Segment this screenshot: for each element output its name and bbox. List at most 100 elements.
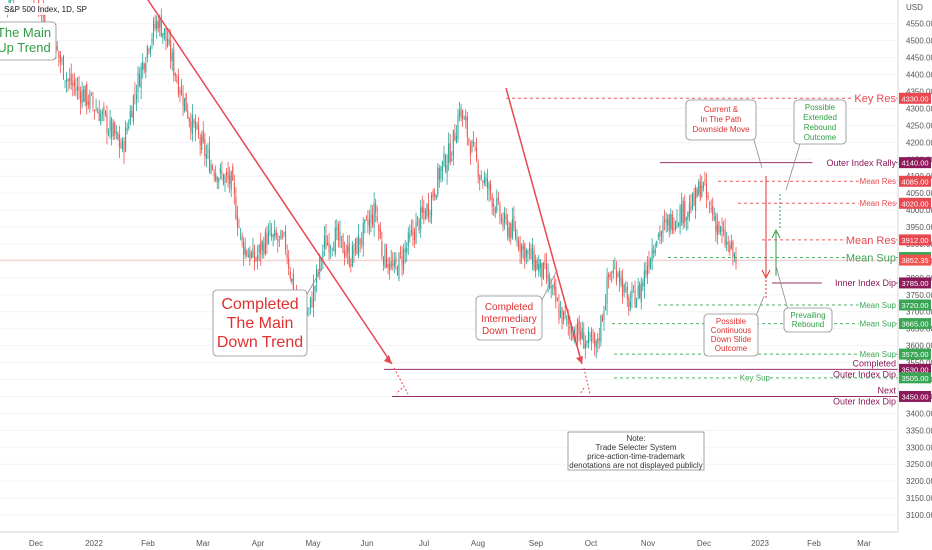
level-label: Mean Res: [860, 199, 896, 208]
candle: [437, 167, 439, 195]
candle: [267, 231, 270, 244]
candle: [128, 126, 130, 128]
candle: [375, 202, 377, 213]
candle: [587, 331, 589, 344]
level-label: Outer Index Rally: [826, 158, 896, 168]
candle: [457, 114, 459, 140]
candle: [167, 38, 169, 47]
candle: [471, 140, 473, 153]
price-tag-label: 3852.35: [901, 256, 928, 265]
candle: [417, 216, 419, 219]
candle: [547, 274, 549, 282]
price-tag: [899, 175, 931, 187]
candle: [241, 234, 243, 240]
candle: [530, 248, 532, 260]
candle: [545, 264, 548, 278]
price-tag: [899, 390, 931, 402]
candle: [494, 207, 496, 214]
candle: [572, 333, 574, 340]
candle: [240, 229, 242, 231]
candle: [532, 247, 534, 265]
candle: [162, 32, 164, 39]
annotation-prevailing-rebound[interactable]: Prevailing Rebound: [775, 265, 833, 333]
price-tag: [899, 234, 931, 246]
level-label: Mean Sup: [860, 319, 897, 328]
candle: [628, 297, 630, 311]
price-tag-label: 4085.00: [901, 177, 928, 186]
price-tag-label: 3720.00: [901, 301, 928, 310]
annotation-note[interactable]: Note: Trade Selecter System price-action-t…: [567, 431, 705, 471]
candle: [348, 243, 350, 266]
candle: [617, 273, 619, 277]
candle: [716, 224, 718, 235]
candle: [558, 304, 560, 320]
candle: [735, 258, 737, 265]
candle: [426, 204, 428, 216]
time-tick-label: Sep: [529, 539, 544, 548]
candle: [435, 195, 437, 200]
candle: [361, 241, 363, 243]
level-label: Outer Index Dip: [833, 369, 896, 379]
price-tick-label: 4550.00: [906, 20, 932, 29]
candle: [448, 143, 450, 163]
annotation-possible-extended-rebound[interactable]: Possible Extended Rebound Outcome: [785, 99, 847, 191]
chart-title: S&P 500 Index, 1D, SP: [4, 5, 87, 14]
candle: [653, 250, 655, 254]
candle: [434, 193, 436, 197]
level-label-bg: [858, 348, 896, 359]
candle: [606, 276, 608, 304]
annotation-current-downside-move[interactable]: Current & In The Path Downside Move: [685, 99, 763, 169]
price-tags: 4330.004140.004085.004020.003912.003860.…: [899, 92, 931, 402]
annotation-completed-intermediary-down-trend[interactable]: Completed Intermediary Down Trend: [475, 271, 557, 341]
price-tag: [899, 157, 931, 169]
annotation-completed-main-down-trend-text: Completed The Main Down Trend: [217, 296, 303, 351]
candle: [490, 184, 492, 194]
candle: [691, 193, 694, 209]
time-tick-label: 2022: [85, 539, 103, 548]
candle: [176, 80, 178, 82]
price-tick-label: 3300.00: [906, 443, 932, 452]
price-tag: [899, 197, 931, 209]
annotation-possible-continuous-down-slide[interactable]: Possible Continuous Down Slide Outcome: [703, 295, 765, 357]
price-tick-label: 4200.00: [906, 138, 932, 147]
candle: [625, 288, 627, 290]
candle: [252, 247, 254, 258]
price-tag-label: 3665.00: [901, 320, 928, 329]
candle: [715, 215, 717, 232]
time-tick-label: Mar: [857, 539, 871, 548]
candle: [392, 263, 394, 265]
candle: [336, 227, 338, 230]
candle: [207, 151, 209, 153]
candle: [645, 270, 647, 274]
annotation-completed-main-down-trend[interactable]: Completed The Main Down Trend: [212, 267, 323, 357]
price-tag: [899, 348, 931, 360]
candle: [117, 132, 119, 140]
candle: [205, 154, 207, 159]
level-label: Mean Sup: [860, 301, 897, 310]
candle: [272, 234, 274, 237]
candle: [216, 177, 218, 183]
candle: [496, 198, 498, 212]
candle: [511, 219, 513, 239]
candle: [198, 126, 200, 135]
candle: [460, 108, 462, 118]
time-axis[interactable]: Dec 2022 Feb Mar Apr May Jun Jul Aug Sep Oct Nov Dec…: [29, 539, 871, 548]
rebound-arrowhead: [771, 228, 781, 239]
candle: [331, 249, 333, 251]
candle: [650, 258, 652, 269]
trend-arrows: [147, 0, 781, 395]
candle: [376, 216, 378, 221]
candle: [424, 211, 426, 219]
candle: [670, 214, 672, 230]
candle: [553, 282, 555, 290]
candle: [719, 227, 721, 233]
candle: [249, 250, 251, 262]
annotation-main-up-trend[interactable]: The Main Up Trend: [0, 21, 57, 61]
level-label-bg: [846, 231, 896, 245]
candle: [393, 260, 395, 267]
candle: [94, 110, 96, 112]
candle: [524, 243, 526, 262]
candle: [713, 216, 715, 220]
candle: [660, 231, 662, 237]
